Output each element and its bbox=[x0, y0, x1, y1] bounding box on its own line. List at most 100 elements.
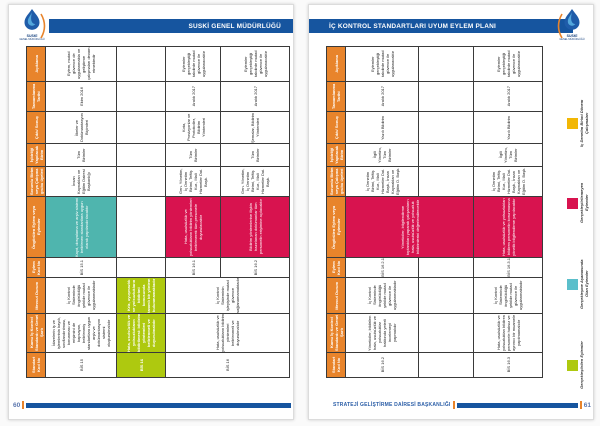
row-header-text: Açıklama bbox=[33, 55, 39, 73]
table-cell: İlgili Yönetim, Tüm Birimler bbox=[346, 144, 418, 166]
table-cell: İlgili Yönetim, Tüm Birimler bbox=[474, 144, 542, 166]
row-header-text: Açıklama bbox=[333, 55, 339, 73]
table-cell-empty bbox=[419, 82, 473, 111]
footer-bar bbox=[456, 402, 578, 408]
row-header-text: Standart Kod No bbox=[31, 356, 41, 374]
highlighted-action-cell-red: Yöneticiler, bilgilendirme toplantıları … bbox=[346, 197, 473, 257]
table-cell-empty bbox=[419, 278, 473, 313]
cell-text: İç Denetim Birimi, Teftiş Kur., Mali Hiz… bbox=[364, 167, 400, 196]
row-header-eylem: Öngörülen Eylem veya Eylemler bbox=[27, 197, 45, 257]
table-cell-empty bbox=[419, 353, 473, 377]
table-cell: Yöneticiler, bildirilen hata, usulsüzlük… bbox=[346, 314, 418, 352]
table-cell: BİS 15 bbox=[46, 353, 116, 377]
cell-text: Hata, usulsüzlük ve yolsuzlukları bildir… bbox=[495, 314, 521, 352]
table-cell: Tüm Birimler bbox=[221, 144, 289, 166]
page-left: SUSKİ GENEL MÜDÜRLÜĞÜ SUSKİ GENEL MÜDÜRL… bbox=[8, 4, 294, 420]
cell-text: Tüm Birimler bbox=[250, 148, 260, 162]
cell-text: Eylemler gerçekleştiği takdirde mutad gü… bbox=[180, 50, 206, 78]
cell-text: Gen. Yönetim, İç Denetim Birimi, Teftiş … bbox=[178, 168, 208, 195]
cell-text: Eylemler gerçekleştiği takdirde mutad gü… bbox=[495, 50, 521, 78]
cell-text: Yazılı Bildirim bbox=[505, 115, 511, 140]
table-cell: İç Kontrol Sisteminde öngörüldüğü şekild… bbox=[46, 278, 116, 313]
row-header-text: Tamamlanma Tarihi bbox=[31, 83, 41, 110]
header-bar-left-title: SUSKİ GENEL MÜDÜRLÜĞÜ bbox=[188, 22, 281, 30]
row-header-standart-kod: Standart Kod No bbox=[327, 353, 345, 377]
water-drop-icon bbox=[564, 9, 580, 30]
cell-text: BİS 15 bbox=[78, 358, 84, 371]
table-cell: Aralık 2017 bbox=[346, 82, 418, 111]
logo-title: SUSKİ bbox=[566, 34, 578, 38]
table-cell-empty bbox=[419, 314, 473, 352]
table-cell: Aralık 2017 bbox=[474, 82, 542, 111]
legend-label: Gerçekleştirilen Eylemler bbox=[579, 341, 584, 389]
table-cell: BİS 16.1 bbox=[166, 258, 220, 277]
row-header-text: Eylem Kod No bbox=[31, 260, 41, 275]
row-header-standart: Kamu İç Kontrol Standardı ve Genel Şartı bbox=[27, 314, 45, 352]
highlighted-action-cell-red: Hata, usulsüzlük ve yolsuzlukların bildi… bbox=[166, 197, 220, 257]
cell-text: BİS 16.2 bbox=[252, 259, 258, 276]
action-plan-table-right: Açıklama Tamamlanma Tarihi Çıktı/ Sonuç … bbox=[326, 46, 543, 378]
water-drop-icon bbox=[24, 9, 40, 30]
table-cell: Gen. Yönetim, İç Denetim Birimi, Teftiş … bbox=[166, 167, 220, 196]
table-cell: İnsan Kaynakları ve Eğitim Dairesi Başka… bbox=[46, 167, 116, 196]
cell-text: İç Kontrol Sisteminin işleyişinde mutad … bbox=[215, 278, 240, 313]
highlighted-action-cell-red: Hata, usulsüzlük ve yolsuzlukları bildir… bbox=[474, 197, 542, 257]
legend-item-in-progress: Gerçekleşme Aşamasında Olan Eylemler bbox=[567, 255, 589, 313]
footer-bar bbox=[26, 402, 291, 408]
table-cell-empty bbox=[419, 47, 473, 81]
row-header-tamamlanma: Tamamlanma Tarihi bbox=[27, 82, 45, 111]
cell-text: Bildirim yöntemlerine ilişkin hazırlanan… bbox=[247, 199, 263, 255]
row-header-standart: Kamu İç Kontrol Standardı ve Genel Şartı bbox=[327, 314, 345, 352]
legend-swatch-lime bbox=[567, 359, 578, 371]
cell-text: Tüm Birimler bbox=[188, 148, 198, 162]
row-header-text: Kamu İç Kontrol Standardı ve Genel Şartı bbox=[328, 314, 344, 352]
cell-text: Hata, usulsüzlük ve yolsuzlukların bildi… bbox=[215, 314, 240, 352]
cell-text: Şemalar, Bildirim Yöntemleri bbox=[250, 112, 260, 143]
table-cell: BİS 15.1 bbox=[46, 258, 116, 277]
cell-text: BİS 16.2.1 bbox=[379, 258, 385, 277]
table-cell-empty bbox=[419, 258, 473, 277]
cell-text: İç Kontrol Sisteminde öngörüldüğü şekild… bbox=[367, 280, 397, 311]
suski-logo: SUSKİ GENEL MÜDÜRLÜĞÜ bbox=[17, 8, 47, 41]
table-cell: İdarelerin iş ve işlemlerinin kaydı, sın… bbox=[46, 314, 116, 352]
cell-text: BİS 16.1 bbox=[190, 259, 196, 276]
row-header-text: İşbirliği Yapılacak Birim bbox=[328, 145, 344, 165]
header-bar-right-title: İÇ KONTROL STANDARTLARI UYUM EYLEM PLANI bbox=[329, 22, 497, 30]
cell-text: Hata, usulsüzlük ve yolsuzlukların bildi… bbox=[183, 198, 203, 256]
page-right: İÇ KONTROL STANDARTLARI UYUM EYLEM PLANI… bbox=[308, 4, 594, 420]
highlighted-cell-lime: Hata, usulsüzlük ve yolsuzlukların bildi… bbox=[117, 314, 165, 352]
cell-text: Yazılı Bildirim bbox=[379, 115, 385, 140]
legend-item-completed: Gerçekleştirilen Eylemler bbox=[567, 341, 584, 389]
cell-text: Kota, Provizyonlar ve Protokoller, Bildi… bbox=[180, 113, 206, 142]
row-header-text: Mevcut Durum bbox=[333, 281, 339, 310]
cell-text: İdarelerin iş ve işlemlerinin kaydı, sın… bbox=[51, 316, 111, 350]
row-header-text: Öngörülen Eylem veya Eylemler bbox=[31, 205, 41, 249]
cell-text: BİS 16.3 bbox=[505, 357, 511, 373]
footer-tick bbox=[579, 401, 582, 409]
table-cell: Gen. Yönetim, İç Denetim Birimi, Teftiş … bbox=[221, 167, 289, 196]
row-header-sorumlu: Sorumlu Birim veya Çalışma grubu üyeleri bbox=[327, 167, 345, 196]
cell-text: BİS 16 bbox=[138, 358, 144, 372]
legend-label: İç Denetim Birimi Dönem Çalışmaları bbox=[579, 99, 589, 147]
header-bar-left: SUSKİ GENEL MÜDÜRLÜĞÜ bbox=[49, 19, 293, 33]
table-cell: Yazılı Bildirim bbox=[346, 112, 418, 143]
cell-text: Aralık 2017 bbox=[379, 86, 385, 107]
cell-text: Tüm Birimler bbox=[76, 148, 86, 162]
table-cell: Eylemler gerçekleştiği takdirde mutad gü… bbox=[166, 47, 220, 81]
table-cell: Yazılı Bildirim bbox=[474, 112, 542, 143]
row-header-text: Standart Kod No bbox=[331, 356, 341, 374]
legend-swatch-cyan bbox=[567, 278, 578, 290]
row-header-aciklama: Açıklama bbox=[27, 47, 45, 81]
table-cell-empty bbox=[117, 82, 165, 111]
cell-text: BİS 15.1 bbox=[78, 259, 84, 276]
table-cell: İlkeler ve Dokümantasyon Biçimleri bbox=[46, 112, 116, 143]
row-header-standart-kod: Standart Kod No bbox=[27, 353, 45, 377]
action-plan-table-left: Açıklama Tamamlanma Tarihi Çıktı/ Sonuç … bbox=[26, 46, 290, 378]
footer-tick bbox=[22, 401, 25, 409]
row-header-mevcut: Mevcut Durum bbox=[27, 278, 45, 313]
highlighted-action-cell-teal: Kayıt, dosyalama ve arşiv sistemi belirl… bbox=[46, 197, 116, 257]
table-cell-empty bbox=[419, 167, 473, 196]
row-header-text: Öngörülen Eylem veya Eylemler bbox=[331, 205, 341, 249]
cell-text: Kayıt, dosyalama ve arşiv sistemi belirl… bbox=[73, 197, 89, 257]
row-header-mevcut: Mevcut Durum bbox=[327, 278, 345, 313]
